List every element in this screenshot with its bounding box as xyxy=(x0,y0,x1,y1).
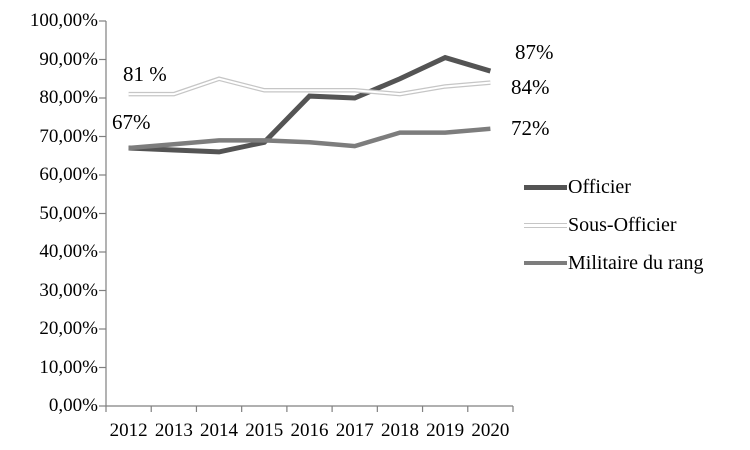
y-axis-label: 50,00% xyxy=(39,202,98,224)
y-axis-label: 80,00% xyxy=(39,87,98,108)
series-line-militaire-du-rang xyxy=(128,126,491,151)
y-axis-label: 60,00% xyxy=(39,164,98,185)
militaire-du-rang-line-swatch xyxy=(524,260,567,266)
y-axis-label: 20,00% xyxy=(39,318,98,339)
legend-label-officier: Officier xyxy=(568,175,631,198)
y-axis-label: 10,00% xyxy=(39,356,98,378)
legend-item-sous-officier: Sous-Officier xyxy=(524,206,704,244)
data-label: 84% xyxy=(511,75,550,99)
x-axis-label: 2012 xyxy=(109,420,148,441)
x-axis-label: 2016 xyxy=(290,420,329,441)
officier-line-swatch xyxy=(524,184,567,190)
legend-item-officier: Officier xyxy=(524,168,704,206)
legend-item-militaire-du-rang: Militaire du rang xyxy=(524,244,704,282)
data-label: 67% xyxy=(112,110,151,134)
x-axis-label: 2015 xyxy=(245,420,284,441)
legend: Officier Sous-Officier Militaire du rang xyxy=(524,168,704,282)
data-label: 72% xyxy=(511,116,550,140)
x-axis-label: 2019 xyxy=(426,420,465,441)
legend-label-militaire-du-rang: Militaire du rang xyxy=(568,251,704,274)
data-label: 87% xyxy=(515,40,554,64)
series-line-officier xyxy=(128,54,492,155)
x-axis-label: 2018 xyxy=(380,420,419,441)
x-axis-label: 2020 xyxy=(471,420,510,441)
series-line-core xyxy=(128,77,491,96)
legend-label-sous-officier: Sous-Officier xyxy=(568,213,677,236)
sous-officier-line-swatch xyxy=(524,222,567,228)
x-axis-label: 2014 xyxy=(200,420,239,441)
x-axis-label: 2017 xyxy=(335,420,374,441)
y-axis-label: 90,00% xyxy=(39,48,98,70)
y-axis-label: 100,00% xyxy=(29,10,98,31)
y-axis-label: 0,00% xyxy=(48,395,98,416)
x-axis-label: 2013 xyxy=(154,420,193,441)
y-axis-label: 70,00% xyxy=(39,125,98,147)
data-label: 81 % xyxy=(123,62,167,86)
y-axis-label: 40,00% xyxy=(39,241,98,262)
y-axis-label: 30,00% xyxy=(39,279,98,301)
